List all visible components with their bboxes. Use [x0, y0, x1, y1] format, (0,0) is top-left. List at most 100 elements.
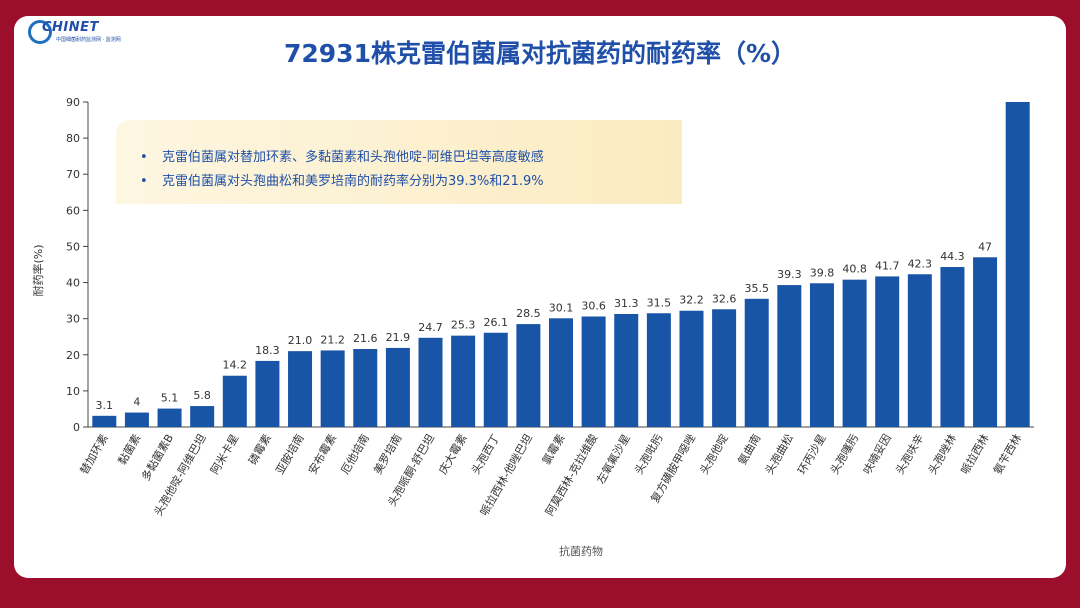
data-label: 35.5 [744, 282, 769, 295]
data-label: 21.0 [288, 334, 313, 347]
bar [157, 408, 182, 427]
logo-brand: CHINET [42, 20, 99, 35]
bar [255, 360, 280, 427]
bar [581, 316, 606, 427]
data-label: 44.3 [940, 250, 965, 263]
bar [92, 415, 117, 427]
x-tick-label: 氨苄西林 [990, 432, 1024, 477]
y-tick-label: 40 [66, 277, 80, 290]
data-label: 32.2 [679, 294, 704, 307]
bar [940, 267, 965, 427]
data-label: 32.6 [712, 292, 737, 305]
bar [744, 298, 769, 427]
x-tick-label: 磷霉素 [246, 432, 274, 467]
bar [777, 285, 802, 427]
data-label: 31.3 [614, 297, 639, 310]
data-label: 25.3 [451, 319, 476, 332]
slide-title: 72931株克雷伯菌属对抗菌药的耐药率（%） [283, 39, 797, 68]
y-tick-label: 0 [73, 421, 80, 434]
x-tick-label: 多黏菌素B [138, 432, 176, 484]
y-tick-label: 10 [66, 385, 80, 398]
bar [418, 337, 443, 427]
data-label: 41.7 [875, 259, 900, 272]
bar [190, 406, 215, 427]
bar [679, 310, 704, 427]
x-tick-label: 头孢唑林 [925, 432, 959, 477]
bar [1005, 102, 1030, 427]
data-label: 28.5 [516, 307, 541, 320]
x-tick-label: 黏菌素 [115, 432, 144, 468]
x-tick-label: 头孢噻肟 [827, 432, 861, 477]
bar [712, 309, 737, 427]
bar [646, 313, 671, 427]
bar [842, 279, 867, 427]
data-label: 31.5 [647, 296, 672, 309]
x-axis-label: 抗菌药物 [559, 544, 603, 558]
x-tick-label: 安布霉素 [305, 432, 339, 477]
bar [614, 313, 639, 427]
bullet-icon: • [140, 150, 148, 165]
bar [222, 375, 247, 427]
data-label: 39.3 [777, 268, 802, 281]
x-tick-label: 美罗培南 [370, 432, 404, 477]
x-tick-label: 庆大霉素 [436, 432, 470, 477]
data-label: 3.1 [96, 399, 114, 412]
callout-text: 克雷伯菌属对头孢曲松和美罗培南的耐药率分别为39.3%和21.9% [162, 174, 544, 189]
data-label: 14.2 [223, 359, 248, 372]
x-tick-label: 厄他培南 [338, 432, 372, 477]
bar [451, 335, 476, 427]
y-tick-label: 50 [66, 240, 80, 253]
x-tick-label: 头孢曲松 [762, 432, 796, 477]
bar [549, 318, 573, 427]
x-tick-label: 头孢吡肟 [632, 432, 665, 477]
y-tick-label: 20 [66, 349, 80, 362]
y-tick-label: 70 [66, 168, 80, 181]
x-tick-label: 哌拉西林 [958, 432, 992, 477]
data-label: 30.6 [581, 300, 606, 313]
data-label: 21.2 [320, 333, 345, 346]
data-label: 18.3 [255, 344, 280, 357]
callout-text: 克雷伯菌属对替加环素、多黏菌素和头孢他啶-阿维巴坦等高度敏感 [162, 150, 544, 165]
y-axis-label: 耐药率(%) [31, 244, 45, 296]
data-label: 47 [978, 240, 992, 253]
logo-subtitle: 中国细菌耐药监测网 · 监测网 [56, 37, 121, 43]
bar [124, 412, 149, 427]
data-label: 4 [133, 396, 140, 409]
x-tick-label: 头孢他啶 [697, 432, 731, 477]
callout-item: • 克雷伯菌属对头孢曲松和美罗培南的耐药率分别为39.3%和21.9% [140, 170, 544, 189]
bar [809, 283, 834, 427]
callout-item: • 克雷伯菌属对替加环素、多黏菌素和头孢他啶-阿维巴坦等高度敏感 [140, 146, 544, 165]
x-tick-label: 环丙沙星 [795, 432, 828, 477]
bar [875, 276, 900, 427]
bar [385, 347, 410, 427]
callout-box: • 克雷伯菌属对替加环素、多黏菌素和头孢他啶-阿维巴坦等高度敏感 • 克雷伯菌属对头… [116, 120, 682, 204]
data-label: 5.8 [193, 389, 211, 402]
chinet-logo: CHINET 中国细菌耐药监测网 · 监测网 [28, 20, 121, 48]
bar [483, 332, 508, 427]
bar [288, 351, 313, 427]
x-tick-label: 呋喃妥因 [860, 432, 894, 477]
data-label: 26.1 [484, 316, 509, 329]
x-tick-label: 替加环素 [77, 432, 111, 477]
x-tick-label: 氨曲南 [736, 432, 764, 467]
data-label: 40.8 [842, 263, 867, 276]
data-label: 39.8 [810, 266, 835, 279]
x-tick-label: 亚胺培南 [273, 432, 307, 477]
data-label: 30.1 [549, 301, 574, 314]
x-tick-label: 头孢西丁 [469, 432, 502, 477]
x-tick-label: 阿米卡星 [208, 432, 241, 477]
bar [353, 349, 378, 427]
data-label: 42.3 [908, 257, 933, 270]
x-tick-label: 氯霉素 [539, 432, 568, 468]
bar [973, 257, 998, 427]
bar [516, 324, 541, 427]
bullet-icon: • [140, 174, 148, 189]
y-tick-label: 60 [66, 204, 80, 217]
data-label: 24.7 [418, 321, 443, 334]
y-tick-label: 30 [66, 313, 80, 326]
bar [320, 350, 345, 427]
x-tick-label: 头孢呋辛 [892, 432, 926, 477]
logo-mark-icon [28, 20, 52, 44]
data-label: 21.6 [353, 332, 378, 345]
